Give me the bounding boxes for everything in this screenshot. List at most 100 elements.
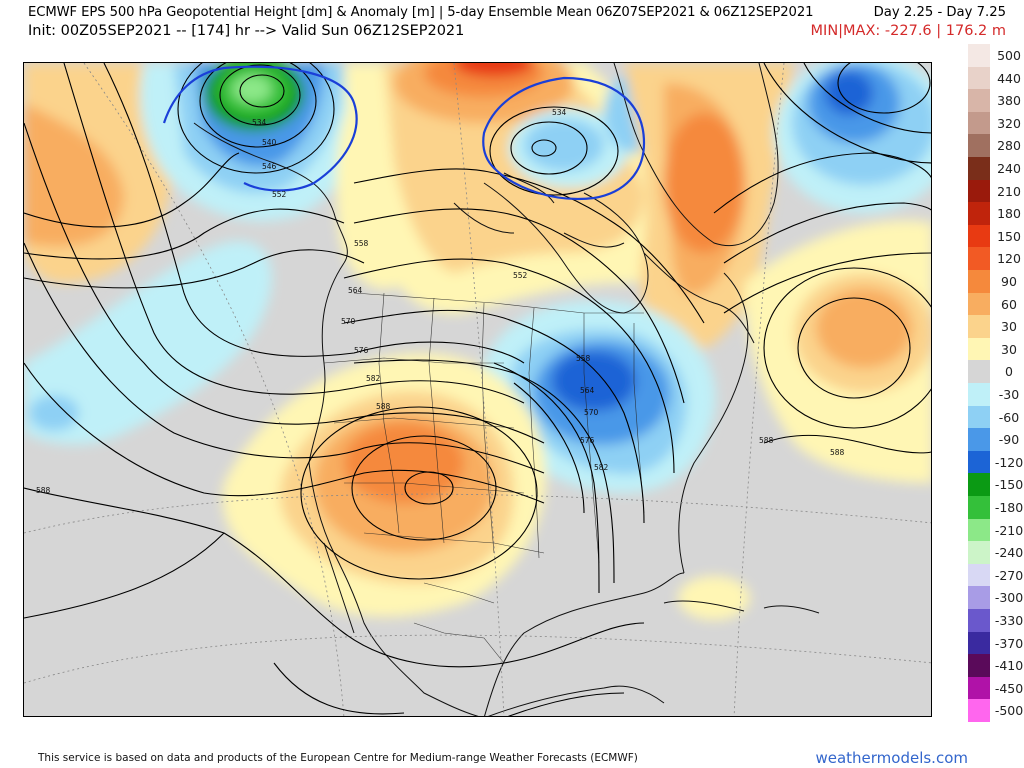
negative-anomaly-great-lakes-deep [552,351,636,411]
colorbar-level: -410 [968,654,1024,677]
positive-anomaly-nw-pacific-core [24,103,124,247]
positive-anomaly-caribbean [678,576,750,620]
contour-576-canada [353,359,615,584]
colorbar-swatch [968,609,990,632]
contour-north-atlantic-low-1 [803,63,931,134]
colorbar-level: -30 [968,383,1024,406]
colorbar-swatch [968,699,990,722]
contour-trough-1 [493,362,600,594]
colorbar-label: 210 [997,183,1021,199]
contour-label: 564 [580,386,595,395]
contour-label: 582 [366,374,381,383]
graticule [24,63,931,716]
contour-label: 588 [36,486,51,495]
contour-atlantic-2 [723,202,931,264]
colorbar-label: 180 [997,206,1021,222]
colorbar-label: -150 [994,477,1024,493]
colorbar-level: 30 [968,315,1024,338]
coastline-hispaniola [763,605,820,614]
colorbar-swatch [968,654,990,677]
colorbar-label: 500 [997,48,1021,63]
colorbar-swatch [968,134,990,157]
contour-high-atlantic-1 [797,297,911,399]
map-title: ECMWF EPS 500 hPa Geopotential Height [d… [28,5,814,20]
colorbar-swatch [968,496,990,519]
contour-label: 552 [272,190,287,199]
negative-anomaly-alaska-core3 [232,75,272,103]
colorbar-level: 90 [968,270,1024,293]
ecmwf-attribution: This service is based on data and produc… [38,752,638,764]
colorbar-level: -90 [968,428,1024,451]
colorbar-label: 440 [997,70,1021,86]
contour-low-alaska-3 [199,63,317,148]
contour-label: 588 [830,448,845,457]
contour-label: 558 [576,354,591,363]
colorbar-level: -60 [968,405,1024,429]
coastline-arctic-islands [453,172,625,248]
colorbar-label: -180 [994,500,1024,515]
anomaly-shading [24,63,931,620]
colorbar-level: 60 [968,292,1024,316]
colorbar-level: -300 [968,586,1024,609]
site-link[interactable]: weathermodels.com [815,749,968,767]
colorbar-swatch [968,44,990,67]
colorbar-label: -120 [994,454,1024,470]
colorbar-swatch [968,563,990,587]
colorbar-level: -150 [968,473,1024,496]
negative-anomaly-baffin-core [524,119,604,171]
colorbar-swatch [968,315,990,338]
colorbar-label: -30 [998,387,1020,402]
colorbar-label: -450 [994,680,1024,696]
colorbar-level: 150 [968,224,1024,248]
contour-low-alaska-2 [219,64,301,126]
positive-anomaly-canada-north-peak [454,63,534,77]
contour-low-alaska-1 [239,74,285,108]
contour-label: 564 [348,286,363,295]
contour-high-sw-1 [404,471,454,505]
coastline-east-us [678,272,749,574]
colorbar-level: 180 [968,202,1024,225]
colorbar-swatch [968,518,990,542]
colorbar-swatch [968,270,990,293]
map-panel: 534 540 546 552 558 564 570 576 582 588 … [23,62,932,717]
contour-north-atlantic-low-3 [837,63,931,114]
negative-anomaly-pacific-spot [29,395,79,431]
colorbar-label: -300 [994,590,1024,606]
colorbar-label: 30 [1001,319,1017,335]
colorbar-label: 60 [1001,296,1017,312]
contour-label: 552 [513,271,528,280]
contour-low-baffin-3 [489,106,619,196]
contour-570-canada [343,309,645,524]
colorbar-swatch [968,405,990,429]
colorbar-label: 30 [1001,341,1017,357]
contour-label: 558 [354,239,369,248]
colorbar-swatch [968,66,990,90]
contour-576-arc [24,242,545,474]
coastline-cuba [663,600,745,612]
colorbar-swatch [968,179,990,203]
contour-low-baffin-2 [510,121,588,175]
colorbar-swatch [968,111,990,135]
positive-anomaly-southwest-us-peak [344,423,464,503]
colorbar-label: 280 [997,138,1021,154]
colorbar-level: -120 [968,450,1024,474]
contour-564-arc [63,63,525,404]
positive-anomaly-greenland-peak [664,113,744,253]
colorbar-swatch [968,473,990,496]
init-valid-line: Init: 00Z05SEP2021 -- [174] hr --> Valid… [28,23,465,39]
colorbar-level: -210 [968,518,1024,542]
positive-anomaly-mid-atlantic-peak [816,288,912,368]
contour-label: 546 [262,162,277,171]
contour-low-alaska-4 [177,63,335,174]
contour-534-west [24,152,240,228]
colorbar-swatch [968,224,990,248]
colorbar-label: -500 [994,703,1024,719]
coastline-gulf-mexico [484,572,685,716]
colorbar-label: -60 [998,409,1020,425]
colorbar-swatch [968,337,990,361]
coastline-baja [323,542,355,634]
colorbar-swatch [968,383,990,406]
colorbar-swatch [968,202,990,225]
contour-label: 576 [354,346,369,355]
height-contours [24,63,931,716]
